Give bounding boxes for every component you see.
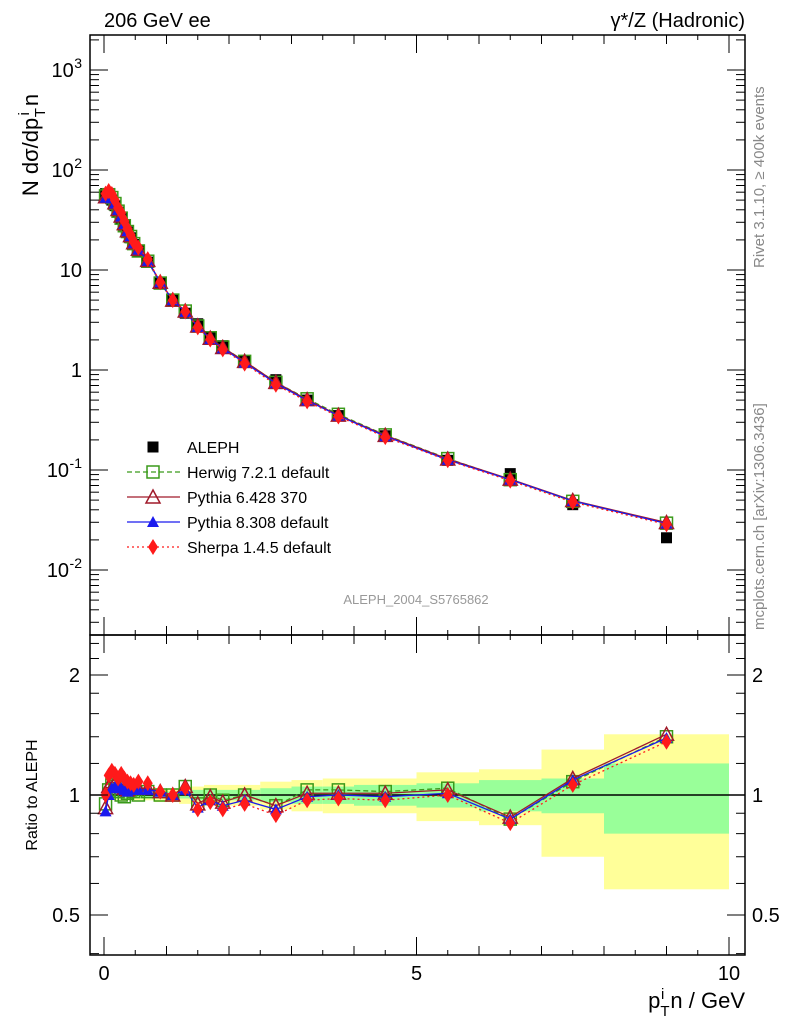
sherpa-3-ratio-point: [270, 807, 281, 824]
sherpa-3-ratio-point: [180, 780, 191, 797]
sherpa-3-main-point: [380, 429, 391, 446]
axes: 0 5 10 10^-2 10^-1 1 10 10^2 10^3 0.5 0.5 1 1 2 2: [47, 34, 780, 985]
sherpa-3-main-point: [155, 274, 166, 291]
legend-label: ALEPH: [187, 440, 239, 457]
sherpa-3-main-point: [270, 376, 281, 393]
sherpa-3-main-point: [505, 472, 516, 489]
sherpa-3-ratio-point: [205, 794, 216, 811]
y-axis-label: N dσ/dp_T^i n: [16, 94, 49, 196]
sherpa-3-main-point: [142, 251, 153, 268]
sherpa-3-ratio-point: [661, 733, 672, 750]
ratio-y-tick-label-left: 0.5: [52, 905, 80, 927]
sherpa-3-ratio-point: [155, 783, 166, 800]
sherpa-3-main-point: [180, 303, 191, 320]
sherpa-3-main-point: [167, 292, 178, 309]
sherpa-3-ratio-point: [217, 801, 228, 818]
legend-label: Pythia 8.308 default: [187, 515, 329, 532]
y-tick-label: 10^2: [51, 155, 82, 182]
ratio-y-tick-label-right: 2: [752, 665, 763, 687]
sherpa-3-ratio-point: [192, 801, 203, 818]
sherpa-3-ratio-point: [133, 773, 144, 790]
y-tick-label: 1: [71, 360, 82, 382]
mcplots-label: mcplots.cern.ch [arXiv:1306.3436]: [751, 403, 768, 630]
sherpa-3-ratio-point: [333, 790, 344, 807]
sherpa-3-main-point: [205, 331, 216, 348]
legend-marker: [146, 465, 160, 479]
pythia-2-ratio-point: [99, 805, 112, 817]
sherpa-3-main-point: [192, 319, 203, 336]
ratio-y-label: Ratio to ALEPH: [24, 739, 41, 850]
rivet-label: Rivet 3.1.10, ≥ 400k events: [751, 86, 768, 268]
sherpa-3-main-point: [302, 393, 313, 410]
y-tick-label: 10^3: [51, 55, 82, 82]
sherpa-3-main-point: [442, 452, 453, 469]
legend-marker: [144, 488, 162, 504]
legend: ALEPH Herwig 7.2.1 default Pythia 6.428 37…: [127, 440, 332, 557]
sherpa-3-main-point: [217, 341, 228, 358]
sherpa-3-ratio-point: [567, 776, 578, 793]
sherpa-3-main-point: [333, 408, 344, 425]
sherpa-3-ratio-point: [142, 775, 153, 792]
legend-marker: [147, 516, 159, 527]
legend-marker: [147, 441, 159, 453]
legend-label: Herwig 7.2.1 default: [187, 465, 330, 482]
analysis-id: ALEPH_2004_S5765862: [343, 592, 488, 607]
sherpa-3-main-point: [133, 239, 144, 256]
y-tick-label: 10^-1: [47, 455, 82, 482]
header-left: 206 GeV ee: [104, 10, 211, 32]
y-tick-label: 10^-2: [47, 555, 82, 582]
ratio-y-tick-label-right: 0.5: [752, 905, 780, 927]
sherpa-3-ratio-point: [167, 787, 178, 803]
sherpa-3-ratio-point: [442, 787, 453, 803]
ratio-y-tick-label-right: 1: [752, 785, 763, 807]
legend-label: Pythia 6.428 370: [187, 490, 307, 507]
sherpa-3-ratio-point: [302, 792, 313, 809]
x-axis-label: pTi n / GeV: [648, 986, 745, 1020]
sherpa-3-main-point: [661, 516, 672, 533]
ratio-y-tick-label-left: 2: [69, 665, 80, 687]
chart-marks: [90, 183, 745, 832]
sherpa-3-main-point: [239, 355, 250, 372]
sherpa-3-ratio-point: [380, 792, 391, 809]
sherpa-3-main-point: [567, 494, 578, 511]
x-tick-label: 10: [718, 963, 740, 985]
sherpa-3-ratio-point: [505, 815, 516, 832]
ratio-y-tick-label-left: 1: [69, 785, 80, 807]
aleph-data-point: [661, 532, 672, 544]
x-tick-label: 0: [98, 963, 109, 985]
stat-uncertainty-band: [604, 763, 729, 834]
y-tick-label: 10: [60, 260, 82, 282]
legend-marker: [148, 539, 158, 555]
sherpa-3-ratio-point: [239, 795, 250, 812]
legend-label: Sherpa 1.4.5 default: [187, 540, 332, 557]
x-tick-label: 5: [411, 963, 422, 985]
header-right: γ*/Z (Hadronic): [611, 10, 745, 32]
